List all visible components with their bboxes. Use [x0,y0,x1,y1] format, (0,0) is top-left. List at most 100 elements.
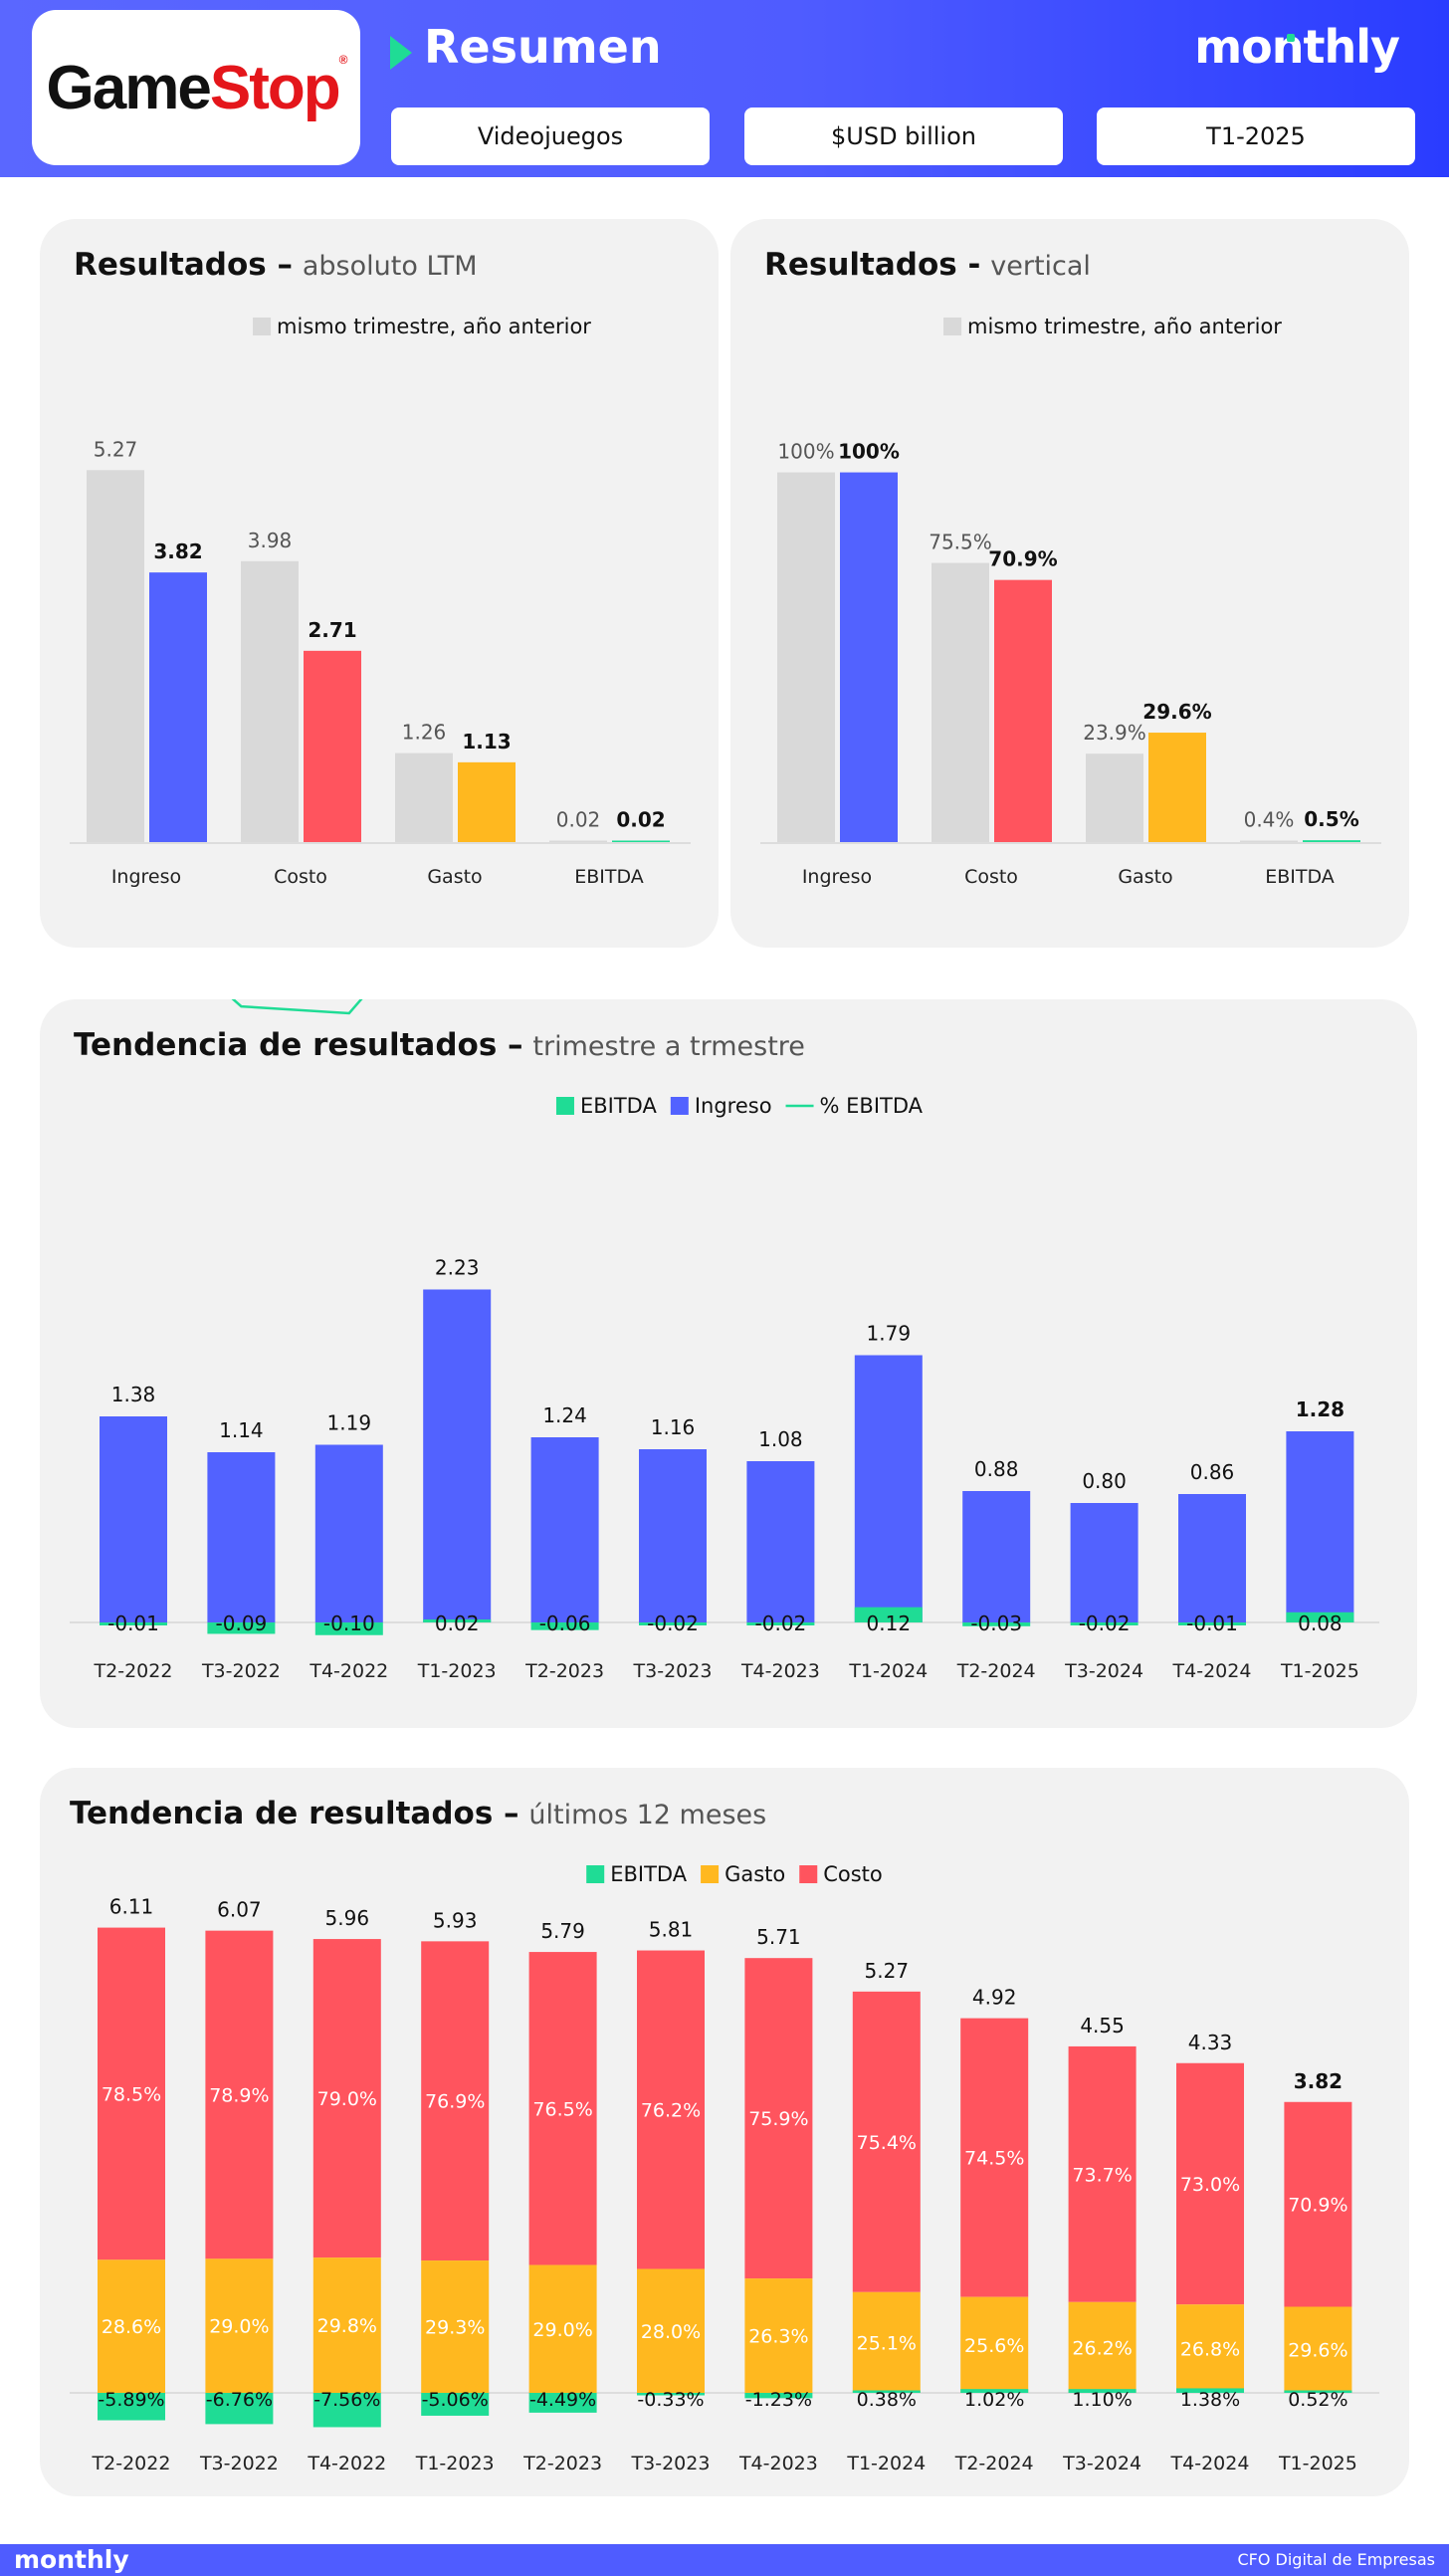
ltm-label-ebitda-6: -1.23% [745,2389,812,2411]
q-label-ebitda-9: -0.02 [1079,1611,1131,1635]
ltm-bar-costo-8 [960,2018,1029,2297]
ltm-bar-gasto-9 [1068,2301,1137,2393]
q-bar-ingreso-5 [639,1449,707,1622]
logo-tm: ® [338,52,348,67]
abs-label-prior-0: 5.27 [94,437,138,461]
vert-label-actual-3: 0.5% [1304,807,1358,831]
ltm-bar-gasto-4 [528,2264,597,2393]
ltm-label-gasto-10: 26.8% [1180,2339,1240,2361]
ltm-label-total-5: 5.81 [649,1918,694,1942]
ltm-label-costo-7: 75.4% [857,2132,917,2154]
ltm-category-7: T1-2024 [846,2453,926,2474]
ltm-bar-ebitda-0 [98,2393,165,2421]
ltm-category-3: T1-2023 [415,2453,495,2474]
ltm-label-costo-1: 78.9% [209,2084,269,2106]
q-category-2: T4-2022 [309,1660,388,1682]
ltm-bar-gasto-1 [205,2258,274,2393]
q-legend-swatch-0 [555,1097,574,1115]
q-bar-ebitda-3 [423,1619,492,1622]
q-label-ebitda-8: -0.03 [970,1611,1022,1635]
ltm-label-gasto-0: 28.6% [102,2316,161,2338]
abs-bar-prior-0 [87,470,144,842]
unit-pill: $USD billion [744,107,1063,165]
quarterly-trend-chart: EBITDA Ingreso % EBITDA 1.38 -0.01 T2-2022 1.1… [70,999,1379,1682]
ltm-label-total-0: 6.11 [109,1895,154,1919]
ltm-bar-gasto-5 [637,2268,705,2393]
card-absolute-subtitle: absoluto LTM [302,251,478,282]
abs-category-3: EBITDA [574,866,644,888]
abs-category-0: Ingreso [111,866,181,888]
q-label-ingreso-5: 1.16 [651,1415,696,1439]
q-legend-label-0: EBITDA [580,1094,657,1118]
ltm-bar-gasto-6 [744,2278,813,2393]
ltm-bar-gasto-10 [1176,2304,1244,2393]
vertical-bar-chart: mismo trimestre, año anterior 100% 100% Ing… [760,315,1381,888]
ltm-bar-ebitda-6 [744,2393,813,2399]
ltm-label-costo-6: 75.9% [748,2108,808,2130]
card-absolute-title-main: Resultados – [74,247,294,283]
vert-category-0: Ingreso [802,866,872,888]
vert-label-actual-2: 29.6% [1142,700,1211,724]
ltm-bar-costo-3 [421,1941,490,2261]
ltm-bar-ebitda-10 [1176,2388,1244,2393]
page-title: Resumen [424,20,662,74]
card-absolute-results: Resultados – absoluto LTM mismo trimestr… [40,219,719,948]
q-label-ebitda-7: 0.12 [867,1611,912,1635]
ltm-category-4: T2-2023 [522,2453,602,2474]
q-label-ebitda-4: -0.06 [539,1611,591,1635]
q-bar-ingreso-7 [854,1355,923,1622]
ltm-category-9: T3-2024 [1062,2453,1141,2474]
q-category-7: T1-2024 [848,1660,928,1682]
ltm-bar-gasto-8 [960,2296,1029,2393]
q-label-ingreso-11: 1.28 [1296,1397,1345,1421]
ltm-bar-ebitda-9 [1068,2389,1137,2393]
q-bar-ebitda-10 [1178,1622,1246,1625]
card-quarterly-title-main: Tendencia de resultados – [74,1027,523,1063]
abs-bar-actual-2 [458,761,516,842]
abs-legend-label-0: mismo trimestre, año anterior [277,315,591,338]
ltm-label-ebitda-3: -5.06% [422,2389,489,2411]
ltm-label-costo-5: 76.2% [641,2100,701,2122]
vert-legend-label-0: mismo trimestre, año anterior [967,315,1282,338]
ltm-label-gasto-8: 25.6% [964,2335,1024,2357]
ltm-label-ebitda-9: 1.10% [1072,2389,1132,2411]
q-bar-ingreso-0 [100,1416,167,1622]
absolute-bar-chart: mismo trimestre, año anterior 5.27 3.82 Ing… [70,315,691,888]
ltm-label-ebitda-5: -0.33% [637,2389,704,2411]
ltm-label-ebitda-4: -4.49% [529,2389,596,2411]
q-bar-ebitda-7 [854,1607,923,1622]
q-category-6: T4-2023 [740,1660,820,1682]
ltm-label-ebitda-7: 0.38% [857,2389,917,2411]
header-banner: GameStop® Resumen monthly Videojuegos $U… [0,0,1449,177]
q-bar-ingreso-3 [423,1289,492,1622]
abs-category-2: Gasto [427,866,482,888]
q-legend-label-1: Ingreso [695,1094,772,1118]
ltm-bar-costo-10 [1176,2062,1244,2305]
ltm-category-5: T3-2023 [631,2453,711,2474]
vert-label-prior-3: 0.4% [1244,808,1295,832]
q-label-ebitda-1: -0.09 [216,1611,268,1635]
ltm-label-ebitda-2: -7.56% [313,2389,380,2411]
ltm-label-gasto-6: 26.3% [748,2326,808,2348]
ltm-legend-swatch-2 [799,1865,818,1883]
vert-label-prior-1: 75.5% [929,531,992,554]
ltm-label-gasto-3: 29.3% [425,2317,485,2339]
card-ltm-trend: Tendencia de resultados – últimos 12 mes… [40,1768,1409,2496]
vert-bar-actual-0 [840,472,898,842]
ltm-label-gasto-5: 28.0% [641,2321,701,2343]
card-vertical-title-main: Resultados - [764,247,981,283]
logo-stop: Stop [209,53,341,122]
q-bar-ingreso-4 [530,1437,599,1622]
vert-category-3: EBITDA [1265,866,1335,888]
ltm-bar-costo-6 [744,1958,813,2279]
ltm-bar-costo-9 [1068,2045,1137,2302]
abs-label-actual-3: 0.02 [616,808,665,832]
q-label-ingreso-3: 2.23 [435,1256,480,1280]
abs-category-1: Costo [274,866,327,888]
q-category-5: T3-2023 [633,1660,713,1682]
ltm-label-ebitda-11: 0.52% [1288,2389,1347,2411]
q-label-ingreso-2: 1.19 [327,1411,372,1435]
ltm-label-costo-3: 76.9% [425,2091,485,2113]
q-bar-ebitda-0 [100,1622,167,1625]
q-bar-ingreso-9 [1070,1503,1138,1622]
